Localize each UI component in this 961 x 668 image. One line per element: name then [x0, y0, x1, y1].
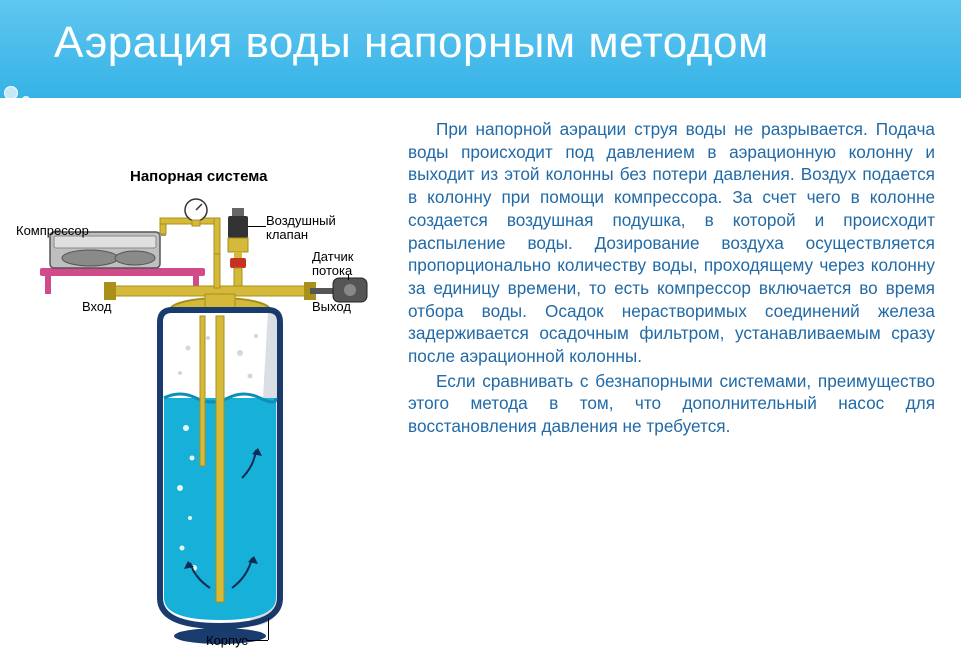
paragraph-2: Если сравнивать с безнапорными системами… [408, 370, 935, 438]
aeration-diagram: Компрессор Воздушный клапан Датчик поток… [10, 198, 390, 648]
label-air-valve: Воздушный клапан [266, 214, 336, 243]
label-body: Корпус [206, 634, 248, 648]
slide-content: Напорная система [0, 98, 961, 658]
text-panel: При напорной аэрации струя воды не разры… [408, 110, 941, 648]
label-inlet: Вход [82, 300, 111, 314]
paragraph-1: При напорной аэрации струя воды не разры… [408, 118, 935, 368]
diagram-title: Напорная система [130, 168, 268, 185]
slide-header: Аэрация воды напорным методом [0, 0, 961, 98]
label-outlet: Выход [312, 300, 351, 314]
diagram-panel: Напорная система [10, 110, 400, 648]
label-compressor: Компрессор [16, 224, 89, 238]
slide-title: Аэрация воды напорным методом [54, 18, 961, 68]
